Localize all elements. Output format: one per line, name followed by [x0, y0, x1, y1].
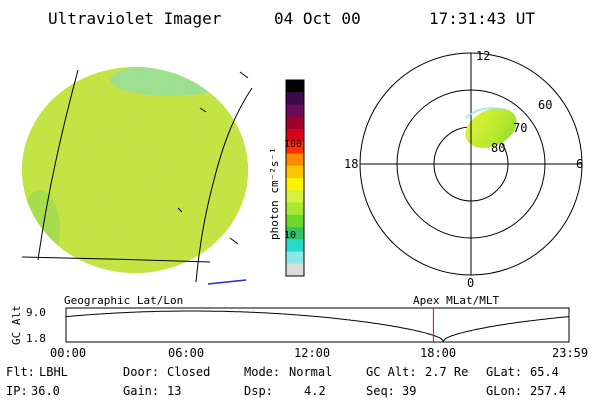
mlt-label-0: 0 [467, 276, 474, 290]
colorbar-segment [286, 116, 304, 130]
timeline-xtick-2359: 23:59 [552, 346, 588, 360]
colorbar-segment [286, 239, 304, 252]
timeline-xtick-0000: 00:00 [50, 346, 86, 360]
timeline-ytick-9: 9.0 [26, 306, 46, 319]
status-flt-value: LBHL [39, 365, 68, 379]
timeline-xtick-0600: 06:00 [168, 346, 204, 360]
mlt-label-6: 6 [576, 157, 583, 171]
colorbar-segment [286, 80, 304, 93]
colorbar-unit-label: photon cm⁻²s⁻¹ [268, 147, 281, 240]
colorbar-segment [286, 92, 304, 105]
status-glat-value: 65.4 [530, 365, 559, 379]
coastline-marks [177, 71, 249, 245]
status-dsp-key: Dsp: [244, 384, 273, 398]
status-ip-value: 36.0 [31, 384, 60, 398]
colorbar-segment [286, 141, 304, 154]
geographic-caption: Geographic Lat/Lon [64, 294, 183, 307]
timeline-xtick-1200: 12:00 [294, 346, 330, 360]
colorbar-segment [286, 153, 304, 167]
colorbar-segment [286, 129, 304, 142]
colorbar-frame [285, 79, 305, 277]
colorbar-segment [286, 202, 304, 216]
status-dsp-value: 4.2 [304, 384, 326, 398]
status-seq-value: 39 [402, 384, 416, 398]
status-door-value: Closed [167, 365, 210, 379]
intensity-colorbar [285, 79, 305, 277]
colorbar-segment [286, 214, 304, 228]
status-gain-value: 13 [167, 384, 181, 398]
mlat-label-80: 80 [491, 141, 505, 155]
orbit-timeline: Geographic Lat/Lon Apex MLat/MLT GC Alt … [10, 294, 588, 360]
status-gcalt-value: 2.7 Re [425, 365, 468, 379]
mlt-label-12: 12 [476, 49, 490, 63]
apex-caption: Apex MLat/MLT [413, 294, 499, 307]
mlat-label-70: 70 [513, 121, 527, 135]
colorbar-segment [286, 251, 304, 265]
observation-time: 17:31:43 UT [429, 9, 535, 28]
status-gain-key: Gain: [123, 384, 159, 398]
status-panel: Flt: LBHL Door: Closed Mode: Normal GC A… [6, 365, 566, 398]
colorbar-tick-100: 100 [284, 139, 302, 150]
colorbar-tick-10: 10 [284, 230, 296, 241]
status-ip-key: IP: [6, 384, 28, 398]
status-glat-key: GLat: [486, 365, 522, 379]
mlt-label-18: 18 [344, 157, 358, 171]
colorbar-segment [286, 104, 304, 118]
colorbar-segment [286, 227, 304, 240]
status-glon-value: 257.4 [530, 384, 566, 398]
timeline-xtick-1800: 18:00 [420, 346, 456, 360]
status-mode-key: Mode: [244, 365, 280, 379]
observation-date: 04 Oct 00 [274, 9, 361, 28]
uv-earth-image [21, 67, 253, 285]
edge-marker [207, 279, 247, 285]
colorbar-segment [286, 190, 304, 203]
colorbar-segment [286, 165, 304, 179]
polar-mlt-plot: 12 18 6 0 60 70 80 [344, 49, 583, 290]
colorbar-segment [286, 263, 304, 277]
status-door-key: Door: [123, 365, 159, 379]
status-gcalt-key: GC Alt: [366, 365, 417, 379]
colorbar-segment [286, 178, 304, 191]
status-flt-key: Flt: [6, 365, 35, 379]
meridian-line [37, 69, 79, 261]
timeline-ytick-1-8: 1.8 [26, 332, 46, 345]
mlat-label-60: 60 [538, 98, 552, 112]
status-glon-key: GLon: [486, 384, 522, 398]
timeline-axis-label: GC Alt [10, 305, 23, 345]
instrument-title: Ultraviolet Imager [48, 9, 222, 28]
status-mode-value: Normal [289, 365, 332, 379]
parallel-line [21, 256, 211, 263]
altitude-curve [65, 310, 570, 342]
meridian-line [195, 87, 253, 283]
status-seq-key: Seq: [366, 384, 395, 398]
